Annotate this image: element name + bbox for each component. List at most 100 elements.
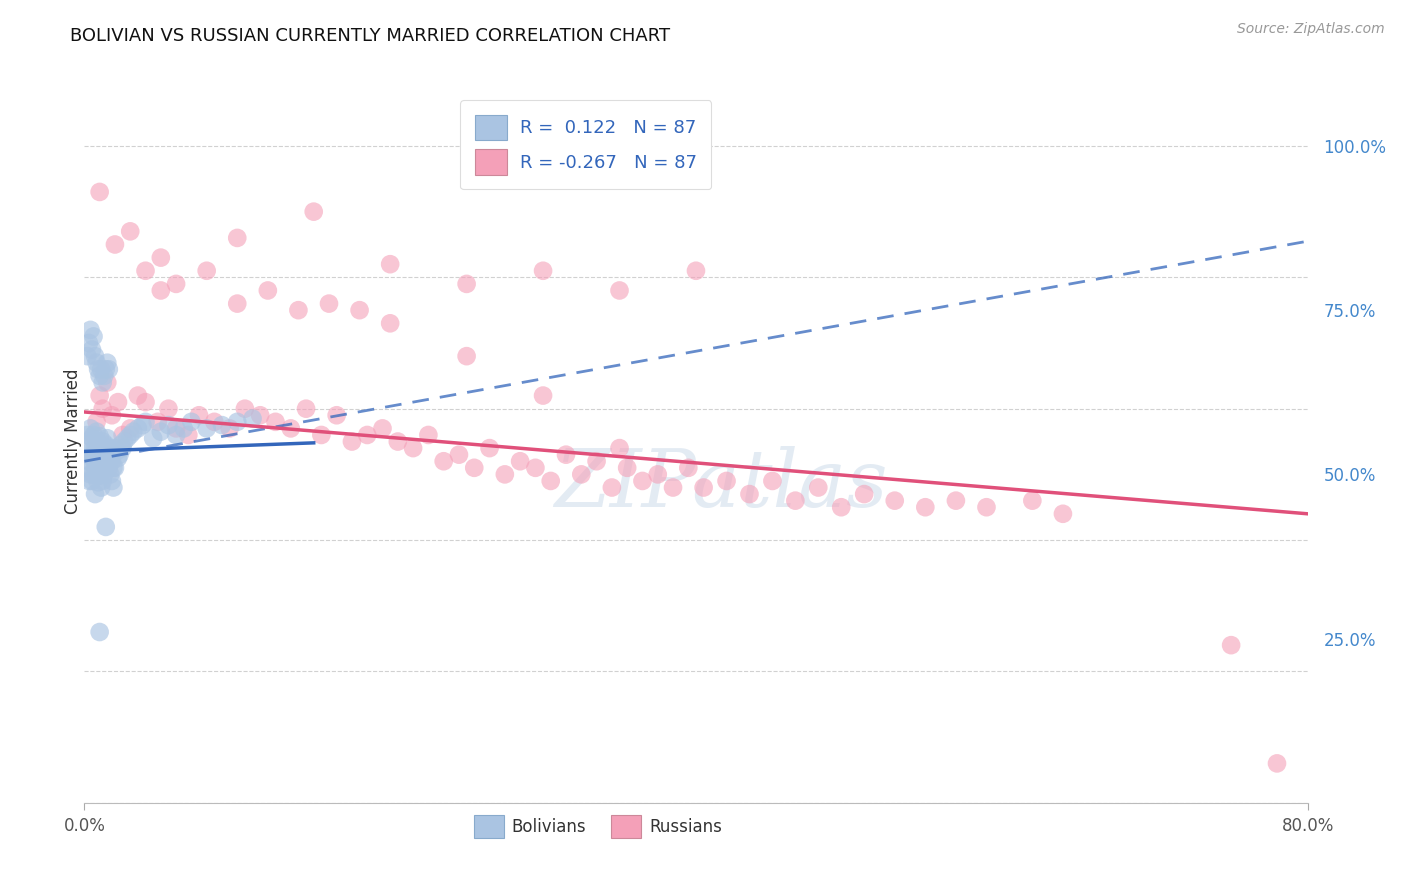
- Point: [96, 431, 118, 445]
- Point: [103, 481, 125, 495]
- Point: [86, 464, 108, 478]
- Point: [122, 425, 145, 439]
- Point: [830, 500, 852, 515]
- Point: [218, 421, 240, 435]
- Point: [380, 316, 402, 330]
- Point: [83, 467, 105, 482]
- Point: [94, 362, 117, 376]
- Point: [242, 411, 264, 425]
- Point: [90, 362, 112, 376]
- Point: [494, 467, 516, 482]
- Point: [111, 441, 134, 455]
- Point: [97, 460, 120, 475]
- Point: [86, 444, 108, 458]
- Point: [97, 441, 120, 455]
- Point: [149, 425, 172, 439]
- Point: [761, 474, 783, 488]
- Point: [98, 467, 121, 482]
- Point: [509, 454, 531, 468]
- Point: [80, 474, 103, 488]
- Point: [853, 487, 876, 501]
- Point: [84, 441, 107, 455]
- Point: [173, 421, 195, 435]
- Point: [233, 401, 256, 416]
- Point: [463, 460, 485, 475]
- Point: [135, 264, 157, 278]
- Point: [883, 493, 905, 508]
- Point: [325, 409, 347, 423]
- Point: [631, 474, 654, 488]
- Point: [90, 481, 112, 495]
- Point: [349, 303, 371, 318]
- Point: [77, 454, 100, 468]
- Point: [226, 231, 249, 245]
- Point: [105, 444, 128, 458]
- Point: [1220, 638, 1243, 652]
- Point: [101, 474, 124, 488]
- Point: [104, 237, 127, 252]
- Point: [149, 251, 172, 265]
- Point: [86, 356, 108, 370]
- Point: [531, 388, 554, 402]
- Point: [647, 467, 669, 482]
- Point: [356, 428, 378, 442]
- Point: [127, 421, 149, 435]
- Point: [264, 415, 287, 429]
- Point: [104, 441, 127, 455]
- Point: [945, 493, 967, 508]
- Point: [76, 349, 98, 363]
- Point: [662, 481, 685, 495]
- Point: [89, 625, 111, 640]
- Point: [90, 460, 112, 475]
- Point: [107, 450, 129, 465]
- Y-axis label: Currently Married: Currently Married: [65, 368, 82, 515]
- Point: [807, 481, 830, 495]
- Point: [609, 441, 631, 455]
- Point: [531, 264, 554, 278]
- Point: [91, 454, 114, 468]
- Point: [195, 264, 218, 278]
- Point: [157, 401, 180, 416]
- Point: [77, 336, 100, 351]
- Point: [180, 415, 202, 429]
- Point: [86, 415, 108, 429]
- Point: [93, 467, 115, 482]
- Point: [90, 441, 112, 455]
- Point: [86, 425, 108, 439]
- Point: [94, 520, 117, 534]
- Point: [609, 284, 631, 298]
- Point: [75, 438, 97, 452]
- Text: ZIPatlas: ZIPatlas: [554, 446, 887, 524]
- Point: [96, 450, 118, 465]
- Point: [91, 401, 114, 416]
- Point: [110, 438, 132, 452]
- Point: [318, 296, 340, 310]
- Point: [371, 421, 394, 435]
- Point: [83, 428, 105, 442]
- Point: [177, 428, 200, 442]
- Point: [447, 448, 470, 462]
- Point: [135, 415, 157, 429]
- Point: [108, 448, 131, 462]
- Point: [91, 376, 114, 390]
- Point: [478, 441, 501, 455]
- Point: [585, 454, 607, 468]
- Text: Source: ZipAtlas.com: Source: ZipAtlas.com: [1237, 22, 1385, 37]
- Point: [157, 418, 180, 433]
- Point: [89, 449, 111, 463]
- Point: [1052, 507, 1074, 521]
- Point: [76, 460, 98, 475]
- Point: [97, 362, 120, 376]
- Point: [914, 500, 936, 515]
- Point: [77, 474, 100, 488]
- Point: [149, 284, 172, 298]
- Point: [340, 434, 363, 449]
- Point: [79, 444, 101, 458]
- Point: [540, 474, 562, 488]
- Point: [104, 460, 127, 475]
- Point: [79, 421, 101, 435]
- Point: [91, 474, 114, 488]
- Text: BOLIVIAN VS RUSSIAN CURRENTLY MARRIED CORRELATION CHART: BOLIVIAN VS RUSSIAN CURRENTLY MARRIED CO…: [70, 27, 671, 45]
- Point: [456, 277, 478, 291]
- Point: [202, 415, 225, 429]
